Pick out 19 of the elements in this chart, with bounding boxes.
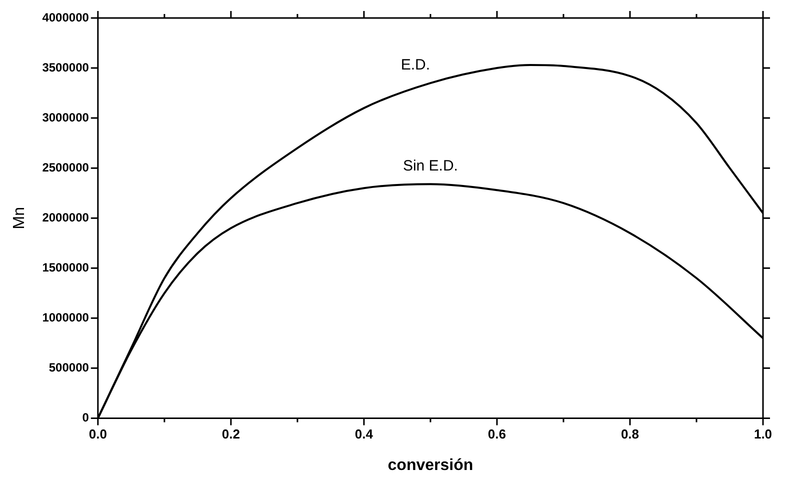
y-tick-label: 500000 xyxy=(48,360,90,374)
x-tick-label: 1.0 xyxy=(754,426,772,442)
y-tick-label: 3500000 xyxy=(42,60,90,74)
y-tick-label: 0 xyxy=(82,410,90,425)
y-tick-label: 1500000 xyxy=(42,260,90,274)
y-tick-label: 2500000 xyxy=(42,160,90,174)
y-tick-label: 1000000 xyxy=(42,310,90,324)
series-label: E.D. xyxy=(400,56,430,74)
x-tick-label: 0.8 xyxy=(620,426,640,442)
x-tick-label: 0.4 xyxy=(354,426,374,442)
x-tick-label: 0.2 xyxy=(222,426,240,442)
y-axis-title: Mn xyxy=(11,206,28,230)
series-label: Sin E.D. xyxy=(402,158,458,175)
y-tick-label: 3000000 xyxy=(42,110,90,124)
x-tick-label: 0.6 xyxy=(488,426,506,442)
x-axis-title: conversión xyxy=(388,456,474,474)
y-tick-label: 4000000 xyxy=(42,10,90,24)
x-tick-label: 0.0 xyxy=(88,426,107,442)
y-tick-label: 2000000 xyxy=(42,210,90,224)
